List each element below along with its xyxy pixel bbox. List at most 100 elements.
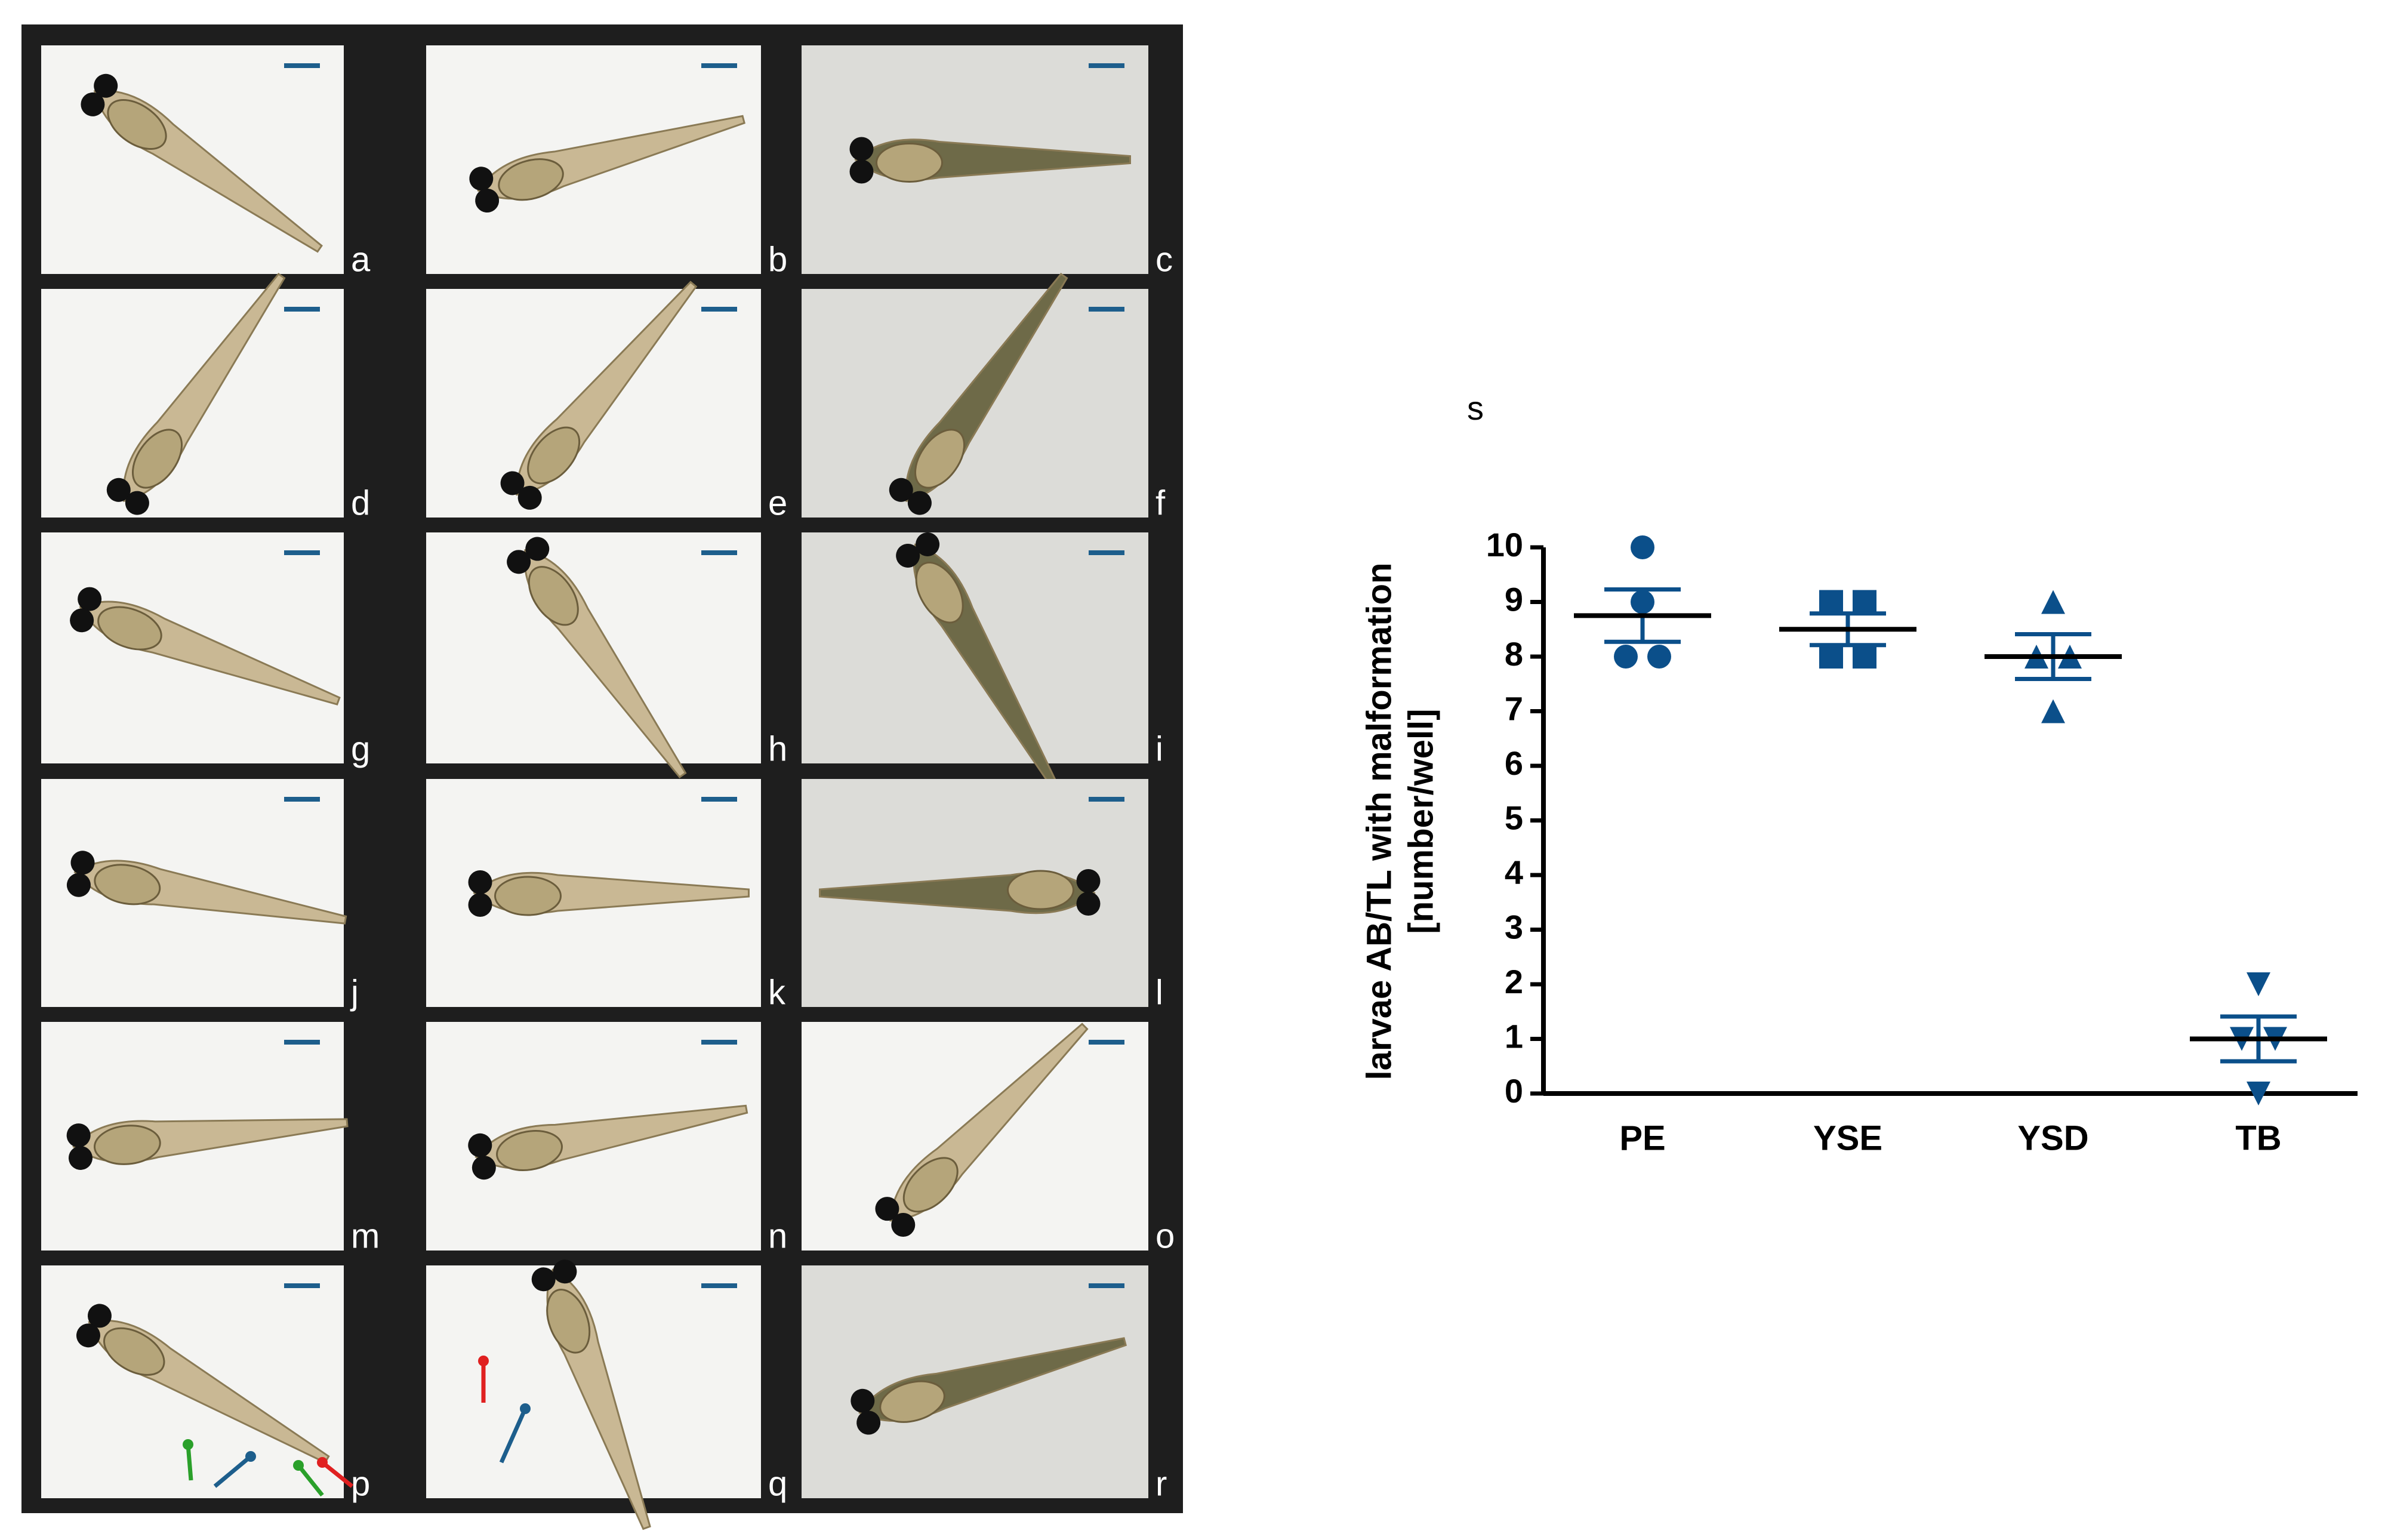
eye (78, 587, 102, 611)
larva (819, 869, 1101, 916)
yolk (527, 426, 581, 485)
eye (468, 1133, 492, 1157)
eye (125, 491, 149, 515)
scale-bar (284, 550, 320, 555)
eye (907, 491, 932, 515)
y-tick-label: 6 (1505, 744, 1523, 782)
arrow (297, 1464, 324, 1497)
y-axis-title-line: larvae AB/TL with malformation (1360, 563, 1398, 1080)
eye (68, 1145, 93, 1170)
scale-bar (701, 307, 737, 312)
point (1819, 590, 1843, 614)
scale-bar (1089, 307, 1124, 312)
panel-label: c (1155, 240, 1173, 279)
y-tick-label: 4 (1505, 854, 1523, 891)
larva (889, 273, 1068, 515)
larva (81, 73, 323, 253)
scale-bar (1089, 1283, 1124, 1288)
yolk (546, 1289, 591, 1354)
eye (553, 1259, 577, 1284)
point (2041, 699, 2065, 723)
eye (851, 1388, 875, 1413)
yolk (496, 1130, 563, 1171)
eye (525, 537, 550, 561)
panel-label: o (1155, 1216, 1175, 1255)
y-tick-label: 3 (1505, 908, 1523, 945)
panel-label: e (768, 483, 787, 522)
larva (531, 1259, 651, 1530)
eye (517, 485, 542, 510)
larva (875, 1022, 1089, 1237)
panel-label: r (1155, 1464, 1167, 1503)
eye (889, 478, 913, 502)
scale-bar (284, 307, 320, 312)
arrow (213, 1455, 252, 1488)
eye (475, 188, 500, 212)
y-tick-label: 2 (1505, 963, 1523, 1000)
y-tick-label: 8 (1505, 635, 1523, 673)
eye (81, 92, 105, 116)
y-tick-label: 7 (1505, 689, 1523, 727)
panel-label: q (768, 1464, 787, 1503)
scale-bar (284, 63, 320, 68)
point (1647, 645, 1671, 669)
y-tick-label: 5 (1505, 799, 1523, 836)
arrow-head (520, 1403, 531, 1414)
eye (76, 1323, 100, 1348)
eye (472, 1156, 496, 1180)
scale-bar (1089, 550, 1124, 555)
panel-label: g (351, 729, 370, 768)
eye (891, 1212, 916, 1237)
panel-label: a (351, 240, 371, 279)
point (2247, 972, 2270, 996)
eye (87, 1304, 112, 1328)
larva (500, 281, 698, 510)
larva (106, 273, 286, 515)
eye (70, 851, 95, 875)
eye (66, 1123, 91, 1148)
x-tick-label: YSD (2017, 1119, 2088, 1157)
yolk (131, 429, 183, 489)
scale-bar (701, 1283, 737, 1288)
larva (66, 851, 347, 925)
panel-label: i (1155, 729, 1163, 768)
eye (468, 893, 492, 917)
point (2041, 590, 2065, 614)
yolk (915, 561, 964, 624)
eye (1076, 869, 1101, 893)
larva (507, 537, 687, 778)
panel-label: p (351, 1464, 370, 1503)
larva (849, 137, 1131, 184)
point (1853, 645, 1876, 669)
scale-bar (1089, 1040, 1124, 1045)
chart: s larvae AB/TL with malformation [number… (1360, 389, 2358, 1157)
eye (468, 870, 492, 894)
y-tick-label: 10 (1486, 526, 1523, 563)
panel-label: l (1155, 973, 1163, 1012)
eye (1076, 892, 1101, 916)
eye (849, 159, 874, 184)
yolk (494, 876, 562, 916)
scale-bar (701, 1040, 737, 1045)
larva (66, 1118, 349, 1170)
yolk (498, 158, 564, 201)
arrow-head (183, 1439, 193, 1450)
scale-bar (284, 1040, 320, 1045)
point (1853, 590, 1876, 614)
y-axis-title-line: [number/well] (1401, 709, 1440, 934)
eye (507, 550, 531, 574)
yolk (97, 606, 162, 651)
point (2247, 1082, 2270, 1105)
scale-bar (284, 797, 320, 802)
larva (70, 587, 341, 706)
panel-label: m (351, 1216, 380, 1255)
scale-bar (1089, 797, 1124, 802)
panel-label: k (768, 973, 786, 1012)
y-tick-label: 9 (1505, 580, 1523, 618)
eye (849, 137, 874, 161)
panel-label: s (1467, 389, 1484, 427)
yolk (902, 1157, 959, 1213)
eye (875, 1197, 899, 1221)
scale-bar (701, 63, 737, 68)
yolk (914, 429, 966, 489)
